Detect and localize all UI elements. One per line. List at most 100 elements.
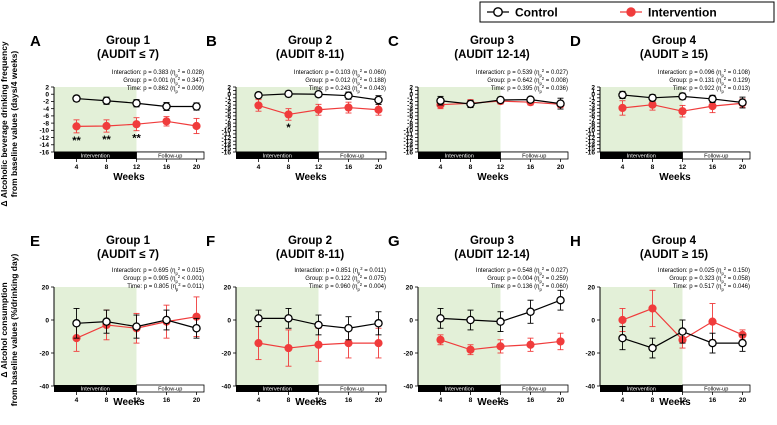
x-tick-label: 4 — [257, 397, 261, 404]
data-point — [254, 91, 263, 100]
stat-line: Time: p = 0.805 (ηp2 = 0.011) — [127, 282, 204, 292]
y-tick-label: -7 — [589, 117, 595, 124]
data-point — [738, 338, 747, 348]
x-tick-label: 20 — [193, 397, 201, 404]
intervention-phase-bar — [236, 385, 319, 392]
intervention-phase-bar — [600, 152, 683, 159]
data-point — [708, 94, 717, 104]
stat-line: Time: p = 0.922 (ηp2 = 0.013) — [673, 84, 750, 94]
x-tick-label: 16 — [163, 397, 171, 404]
y-tick-label: -3 — [407, 102, 413, 109]
data-point — [314, 89, 323, 99]
y-tick-label: -16 — [403, 149, 413, 156]
data-point — [72, 319, 81, 328]
y-tick-label: -8 — [225, 120, 231, 127]
data-point — [102, 121, 111, 131]
x-tick-label: 12 — [497, 164, 505, 171]
y-tick-label: 0 — [591, 317, 595, 324]
panel-g: G Group 3 (AUDIT 12-14) Interaction: p = 0.… — [388, 233, 569, 408]
y-tick-label: -10 — [403, 128, 413, 135]
intervention-shade — [236, 287, 319, 386]
y-tick-label: -7 — [407, 117, 413, 124]
followup-phase-label: Follow-up — [704, 386, 728, 392]
data-point — [314, 340, 323, 349]
intervention-phase-label: Intervention — [263, 386, 292, 392]
y-tick-label: 1 — [409, 88, 413, 95]
x-tick-label: 4 — [439, 164, 443, 171]
stat-line: Group: p = 0.905 (ηp2 < 0.001) — [123, 274, 204, 284]
y-tick-label: -20 — [221, 350, 231, 357]
data-point — [344, 323, 353, 333]
y-tick-label: -16 — [39, 149, 49, 156]
stat-line: Time: p = 0.517 (ηp2 = 0.046) — [673, 282, 750, 292]
data-point — [284, 110, 293, 119]
data-point — [284, 314, 293, 323]
stat-line: Interaction: p = 0.548 (ηp2 = 0.027) — [476, 266, 568, 276]
y-tick-label: -14 — [403, 142, 413, 149]
panel-b: B Group 2 (AUDIT 8-11) Interaction: p = 0.1… — [206, 33, 387, 183]
panel-letter: D — [570, 33, 581, 50]
stat-line: Time: p = 0.862 (ηp2 = 0.009) — [127, 84, 204, 94]
y-tick-label: -11 — [222, 131, 231, 138]
y-tick-label: -4 — [43, 106, 49, 113]
panel-c: C Group 3 (AUDIT 12-14) Interaction: p = 0.… — [388, 33, 569, 183]
y-tick-label: -8 — [407, 120, 413, 127]
x-tick-label: 16 — [163, 164, 171, 171]
x-tick-label: 12 — [133, 164, 141, 171]
followup-phase-label: Follow-up — [158, 386, 182, 392]
y-tick-label: 0 — [227, 92, 231, 99]
data-point — [436, 96, 445, 105]
y-tick-label: 20 — [406, 284, 414, 291]
followup-phase-label: Follow-up — [340, 386, 364, 392]
intervention-phase-label: Intervention — [81, 386, 110, 392]
series-control — [72, 308, 201, 339]
y-tick-label: -12 — [585, 135, 595, 142]
y-tick-label: 1 — [591, 88, 595, 95]
data-point — [466, 99, 475, 109]
data-point — [102, 317, 111, 326]
intervention-phase-bar — [418, 385, 501, 392]
followup-phase-bar — [682, 151, 751, 160]
data-point — [648, 93, 657, 103]
intervention-shade — [418, 287, 501, 386]
y-tick-label: -20 — [585, 350, 595, 357]
stat-line: Interaction: p = 0.851 (ηp2 = 0.011) — [294, 266, 386, 276]
x-tick-label: 16 — [527, 397, 535, 404]
data-point — [254, 101, 263, 110]
data-point — [132, 120, 141, 129]
y-tick-label: -9 — [225, 124, 231, 131]
data-point — [648, 343, 657, 353]
data-point — [254, 314, 263, 323]
y-tick-label: -8 — [589, 120, 595, 127]
data-point — [436, 335, 445, 344]
stat-line: Interaction: p = 0.695 (ηp2 = 0.015) — [112, 266, 204, 276]
data-point — [526, 340, 535, 349]
stat-line: Interaction: p = 0.383 (ηp2 = 0.028) — [112, 68, 204, 78]
panel-d: D Group 4 (AUDIT ≥ 15) Interaction: p = 0.0… — [570, 33, 751, 183]
x-tick-label: 16 — [345, 164, 353, 171]
series-control — [618, 319, 747, 359]
legend-intervention-label: Intervention — [648, 6, 717, 20]
y-tick-label: -1 — [407, 95, 413, 102]
y-tick-label: -12 — [39, 135, 49, 142]
data-point — [556, 337, 565, 346]
y-tick-label: 0 — [45, 317, 49, 324]
y-tick-label: -3 — [589, 102, 595, 109]
x-tick-label: 20 — [375, 164, 383, 171]
followup-phase-bar — [500, 384, 569, 393]
y-tick-label: -9 — [589, 124, 595, 131]
x-tick-label: 8 — [651, 397, 655, 404]
y-tick-label: -14 — [221, 142, 231, 149]
panel-title: Group 4 — [652, 35, 697, 47]
stat-line: Interaction: p = 0.096 (ηp2 = 0.108) — [658, 68, 750, 78]
y-tick-label: -2 — [589, 99, 595, 106]
intervention-shade — [600, 287, 683, 386]
y-tick-label: -10 — [39, 128, 49, 135]
data-point — [466, 315, 475, 325]
data-point — [618, 90, 627, 100]
series-control — [436, 289, 565, 332]
series-control — [254, 89, 383, 105]
data-point — [556, 295, 565, 305]
series-intervention — [618, 289, 747, 349]
panel-subtitle: (AUDIT 12-14) — [454, 249, 530, 261]
